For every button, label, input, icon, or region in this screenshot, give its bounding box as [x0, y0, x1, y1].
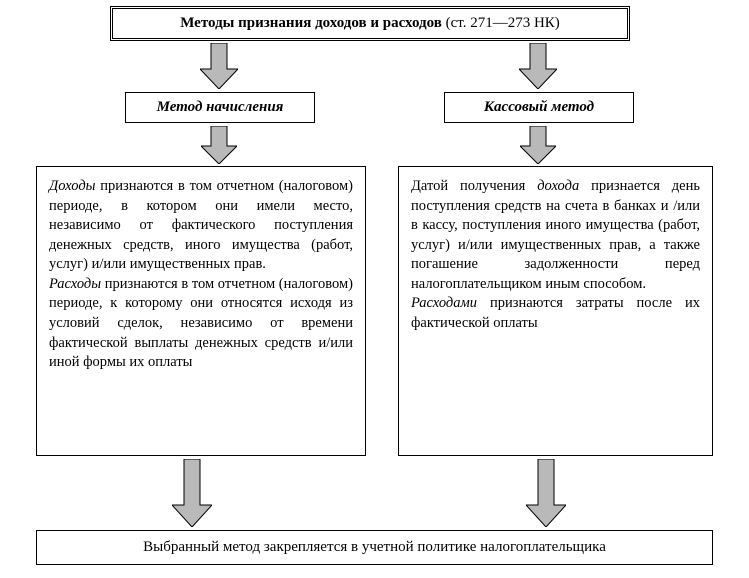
method-right-box: Кассовый метод	[444, 92, 634, 123]
arrow-method-right-to-desc	[520, 126, 556, 164]
desc-right-p2: Расходами признаются затраты после их фа…	[411, 294, 700, 333]
title-bold: Методы признания доходов и расходов	[180, 15, 442, 31]
title-plain: (ст. 271—273 НК)	[442, 15, 560, 31]
desc-right-p1-rest: признается день поступления средств на с…	[411, 178, 700, 292]
footer-box: Выбранный метод закрепляется в учетной п…	[36, 530, 713, 565]
desc-left-p1-rest: признаются в том отчетном (налоговом) пе…	[49, 178, 353, 272]
footer-text: Выбранный метод закрепляется в учетной п…	[143, 539, 606, 555]
desc-left-p1-em: Доходы	[49, 178, 95, 194]
desc-left-p1: Доходы признаются в том отчетном (налого…	[49, 177, 353, 275]
arrow-method-left-to-desc	[201, 126, 237, 164]
desc-left-p2: Расходы признаются в том отчетном (налог…	[49, 275, 353, 373]
desc-right-p1: Датой получения дохода признается день п…	[411, 177, 700, 294]
desc-left-box: Доходы признаются в том отчетном (налого…	[36, 166, 366, 456]
desc-right-p1-em: дохода	[537, 178, 579, 194]
arrow-title-to-right	[519, 43, 557, 89]
arrow-desc-right-to-footer	[526, 459, 566, 527]
desc-right-p1-pre: Датой получения	[411, 178, 537, 194]
method-left-box: Метод начисления	[125, 92, 315, 123]
arrow-title-to-left	[200, 43, 238, 89]
desc-right-p2-em: Расходами	[411, 295, 477, 311]
arrow-desc-left-to-footer	[172, 459, 212, 527]
desc-left-p2-em: Расходы	[49, 276, 101, 292]
desc-right-box: Датой получения дохода признается день п…	[398, 166, 713, 456]
method-left-label: Метод начисления	[157, 99, 284, 115]
method-right-label: Кассовый метод	[484, 99, 594, 115]
title-box: Методы признания доходов и расходов (ст.…	[110, 6, 630, 41]
